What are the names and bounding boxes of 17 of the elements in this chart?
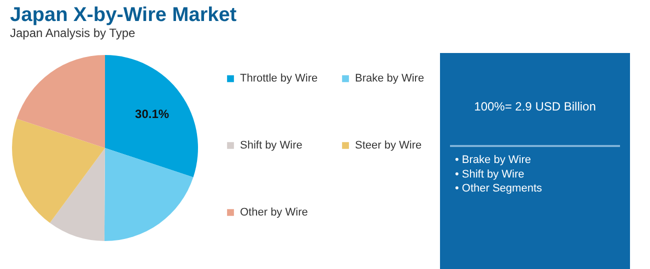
chart-title: Japan X-by-Wire Market <box>10 4 237 26</box>
pie-slice <box>16 55 105 148</box>
pie-slice <box>104 148 194 241</box>
legend-label: Brake by Wire <box>355 72 424 85</box>
legend-label: Other by Wire <box>240 206 308 218</box>
pie-slice <box>105 55 198 178</box>
text: • Shift by Wire <box>455 168 524 180</box>
chart-subtitle: Japan Analysis by Type <box>10 26 136 40</box>
text: 100%= 2.9 USD Billion <box>474 100 596 114</box>
pie-slice <box>50 148 105 241</box>
data-label: 30.1% <box>135 107 170 122</box>
pie-slice <box>12 118 105 223</box>
legend-label: Shift by Wire <box>240 140 302 152</box>
legend-label: Throttle by Wire <box>240 72 318 85</box>
legend-label: Steer by Wire <box>355 140 422 152</box>
text: • Brake by Wire <box>455 154 531 166</box>
text: • Other Segments <box>455 182 542 195</box>
